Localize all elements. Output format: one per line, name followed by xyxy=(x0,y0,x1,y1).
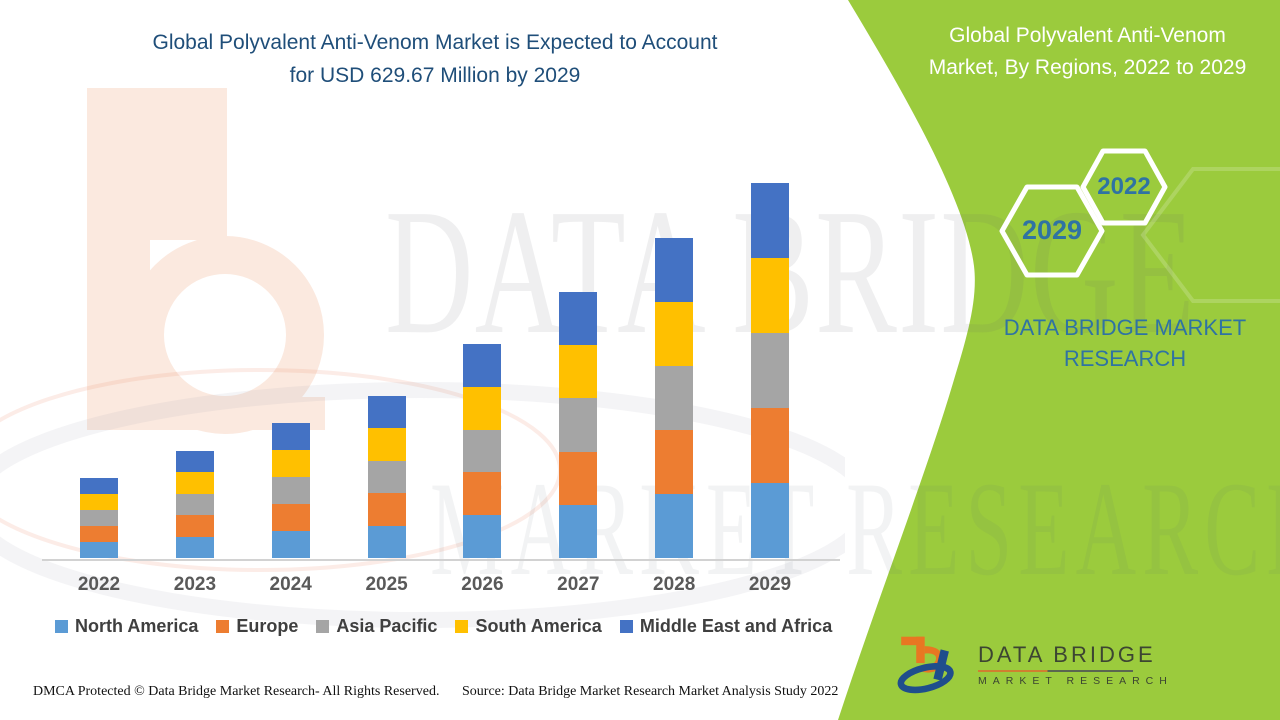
hexagon-year-2029: 2029 xyxy=(1021,215,1083,245)
bar-2026 xyxy=(463,344,502,558)
bar-segment xyxy=(463,386,502,430)
logo-subtitle: MARKET RESEARCH xyxy=(978,674,1173,687)
legend-item: Asia Pacific xyxy=(316,616,437,637)
bar-segment xyxy=(655,494,694,558)
bar-segment xyxy=(751,483,789,558)
legend-swatch xyxy=(216,620,230,633)
logo-title: DATA BRIDGE xyxy=(978,641,1156,667)
x-axis-label: 2022 xyxy=(77,574,121,595)
hexagon-year-2022: 2022 xyxy=(1097,173,1151,200)
x-axis-line xyxy=(42,559,840,561)
bar-segment xyxy=(463,429,502,473)
side-panel-shape xyxy=(838,0,1280,720)
bar-segment xyxy=(271,423,310,450)
legend-item: Middle East and Africa xyxy=(619,616,833,637)
legend-item: South America xyxy=(455,616,602,637)
bar-segment xyxy=(271,477,310,504)
bar-segment xyxy=(367,493,406,526)
logo-underline xyxy=(978,669,1133,672)
x-axis-label: 2029 xyxy=(748,574,792,595)
side-panel-title: Global Polyvalent Anti-Venom Market, By … xyxy=(895,20,1280,84)
chart-title-line2: for USD 629.67 Million by 2029 xyxy=(289,64,581,87)
legend-label: North America xyxy=(75,616,199,636)
bar-segment xyxy=(271,504,310,531)
bar-2023 xyxy=(175,451,214,558)
brand-text-line2: RESEARCH xyxy=(1063,346,1187,371)
bar-2027 xyxy=(559,292,598,558)
side-panel-title-line1: Global Polyvalent Anti-Venom xyxy=(949,24,1226,47)
bar-segment xyxy=(559,292,598,346)
legend-label: Europe xyxy=(236,616,299,636)
bar-segment xyxy=(751,183,789,258)
ghost-hexagon-outline xyxy=(1140,167,1280,303)
legend-label: Middle East and Africa xyxy=(639,616,833,636)
bar-segment xyxy=(367,428,406,461)
brand-text-line1: DATA BRIDGE MARKET xyxy=(1003,315,1247,340)
bar-segment xyxy=(751,408,789,483)
bar-2025 xyxy=(367,396,406,558)
bar-segment xyxy=(655,366,694,430)
hexagon-2029-outline xyxy=(999,184,1105,278)
side-panel-brand-text: DATA BRIDGE MARKET RESEARCH xyxy=(930,312,1280,374)
bar-2028 xyxy=(655,238,694,558)
data-bridge-logo-icon xyxy=(897,636,954,694)
bar-2022 xyxy=(80,478,118,558)
bar-segment xyxy=(175,493,214,516)
x-axis-label: 2025 xyxy=(365,574,408,595)
bar-segment xyxy=(80,542,118,558)
bar-2024 xyxy=(271,423,310,558)
x-axis-label: 2027 xyxy=(557,574,600,595)
bar-segment xyxy=(751,333,789,408)
hexagon-2022-outline xyxy=(1080,148,1168,226)
legend-swatch xyxy=(619,620,633,633)
bar-segment xyxy=(559,504,598,558)
legend-label: Asia Pacific xyxy=(336,616,438,636)
legend-item: Europe xyxy=(216,616,298,637)
bar-segment xyxy=(463,344,502,387)
chart-legend: North America Europe Asia Pacific South Ame… xyxy=(55,616,832,637)
bar-2029 xyxy=(751,183,789,558)
bar-segment xyxy=(367,525,406,558)
chart-title-line1: Global Polyvalent Anti-Venom Market is E… xyxy=(152,31,718,54)
bar-segment xyxy=(655,302,694,366)
legend-swatch xyxy=(55,620,68,633)
bar-segment xyxy=(271,531,310,558)
bar-segment xyxy=(463,472,502,516)
footer-source: Source: Data Bridge Market Research Mark… xyxy=(462,684,839,699)
bar-segment xyxy=(751,258,789,333)
bar-segment xyxy=(80,494,118,510)
bar-segment xyxy=(175,451,214,473)
bar-segment xyxy=(175,536,214,558)
legend-swatch xyxy=(455,620,469,633)
x-axis-label: 2026 xyxy=(461,574,504,595)
legend-label: South America xyxy=(475,616,602,636)
side-panel-title-line2: Market, By Regions, 2022 to 2029 xyxy=(928,56,1247,79)
bar-segment xyxy=(559,398,598,452)
legend-swatch xyxy=(316,620,330,633)
chart-title: Global Polyvalent Anti-Venom Market is E… xyxy=(35,26,835,92)
x-axis-label: 2028 xyxy=(653,574,696,595)
bar-segment xyxy=(367,396,406,429)
x-axis-label: 2023 xyxy=(173,574,217,595)
bar-segment xyxy=(175,515,214,537)
bar-segment xyxy=(559,345,598,399)
bar-segment xyxy=(655,238,694,302)
legend-item: North America xyxy=(55,616,198,637)
bar-segment xyxy=(655,430,694,494)
bar-segment xyxy=(559,451,598,505)
bar-segment xyxy=(80,526,118,542)
bar-segment xyxy=(271,450,310,477)
bar-segment xyxy=(175,472,214,494)
x-axis-label: 2024 xyxy=(269,574,312,595)
bar-segment xyxy=(80,510,118,526)
bar-segment xyxy=(463,515,502,558)
bar-segment xyxy=(80,478,118,494)
data-bridge-logo: DATA BRIDGE MARKET RESEARCH xyxy=(888,634,1173,694)
bar-segment xyxy=(367,460,406,494)
footer-copyright: DMCA Protected © Data Bridge Market Rese… xyxy=(33,684,440,699)
